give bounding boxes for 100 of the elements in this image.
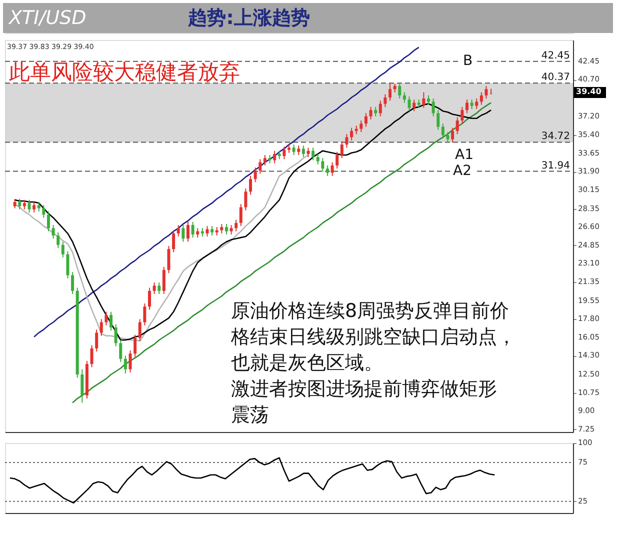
candlestick (350, 127, 354, 141)
candlestick (369, 106, 372, 120)
candlestick (306, 147, 310, 158)
candlestick (90, 344, 94, 368)
candlestick (297, 145, 300, 156)
candlestick (22, 199, 26, 210)
candlestick (42, 204, 46, 218)
candlestick (312, 147, 315, 161)
candlestick (412, 99, 416, 112)
annotation: A1 (455, 147, 474, 163)
candlestick (398, 82, 402, 100)
candlestick (95, 329, 98, 352)
candlestick (18, 198, 22, 210)
candlestick (158, 282, 161, 295)
candlestick (176, 224, 180, 238)
candlestick (152, 282, 156, 295)
candlestick (340, 140, 344, 159)
candlestick (422, 92, 426, 108)
candlestick (364, 112, 368, 128)
annotation: 激进者按图进场提前博弈做矩形震荡 (231, 378, 497, 426)
candlestick (258, 158, 262, 174)
candlestick (326, 164, 329, 176)
candlestick (66, 250, 70, 279)
candlestick (143, 302, 146, 326)
candlestick (56, 232, 60, 249)
candlestick (316, 153, 320, 165)
candlestick (360, 120, 363, 132)
candlestick (456, 116, 459, 135)
candlestick (196, 228, 200, 238)
chart-subtitle: XTI/USD (8, 7, 86, 29)
candlestick (427, 94, 430, 106)
candlestick (446, 131, 450, 143)
candlestick (460, 106, 464, 124)
candlestick (128, 350, 132, 373)
candlestick (321, 158, 324, 172)
candlestick (114, 324, 118, 347)
candlestick (100, 318, 103, 336)
candlestick (172, 230, 176, 253)
candlestick (13, 198, 16, 209)
candlestick (61, 241, 64, 258)
chart-title: 趋势:上涨趋势 (187, 7, 310, 29)
candlestick (32, 202, 36, 213)
candlestick (302, 145, 305, 158)
candlestick (191, 221, 194, 238)
candlestick (273, 150, 276, 164)
annotation: B (463, 53, 473, 69)
candlestick (465, 99, 468, 114)
candlestick (336, 151, 339, 170)
ref-line-label: 31.94 (541, 160, 570, 172)
candlestick (124, 355, 127, 374)
candlestick (230, 224, 233, 235)
candlestick (282, 146, 286, 160)
candlestick (239, 204, 242, 227)
candlestick (224, 223, 228, 235)
candlestick (432, 98, 435, 117)
candlestick (388, 82, 392, 102)
candlestick (46, 210, 50, 232)
candlestick (345, 134, 348, 148)
candlestick (110, 311, 113, 332)
candlestick (374, 106, 378, 117)
candlestick (378, 100, 382, 117)
candlestick (451, 127, 454, 143)
candlestick (104, 311, 108, 326)
candlestick (138, 318, 142, 342)
candlestick (480, 92, 483, 106)
candlestick (475, 98, 478, 110)
candlestick (210, 226, 214, 236)
annotation: 此单风险较大稳健者放弃 (9, 60, 240, 84)
annotation: A2 (453, 163, 472, 179)
candlestick (254, 167, 257, 183)
candlestick (162, 266, 166, 295)
candlestick (186, 221, 190, 242)
candlestick (167, 245, 170, 274)
candlestick (119, 340, 122, 362)
candlestick (220, 223, 224, 234)
ref-line-label: 34.72 (541, 131, 570, 142)
candlestick (52, 224, 55, 240)
text: 39.40 (576, 87, 602, 96)
candlestick (234, 219, 238, 232)
annotation: 原油价格连续8周强势反弹目前价格结束日线级别跳空缺口启动点，也就是灰色区域。 (230, 300, 516, 374)
candlestick (80, 368, 84, 404)
candlestick (470, 99, 474, 110)
candlestick (484, 85, 488, 100)
candlestick (436, 110, 440, 130)
candlestick (249, 175, 252, 196)
line-series (9, 457, 496, 504)
candlestick (292, 144, 296, 156)
candlestick (37, 202, 40, 212)
candlestick (408, 96, 411, 112)
candlestick (71, 272, 74, 295)
candlestick (402, 92, 406, 104)
ref-line-label: 42.45 (541, 50, 570, 62)
candlestick (441, 123, 444, 139)
candlestick (384, 94, 387, 108)
candlestick (263, 154, 266, 166)
candlestick (330, 162, 334, 176)
candlestick (244, 188, 248, 211)
candlestick (182, 224, 185, 242)
candlestick (28, 199, 31, 213)
candlestick (148, 287, 151, 310)
